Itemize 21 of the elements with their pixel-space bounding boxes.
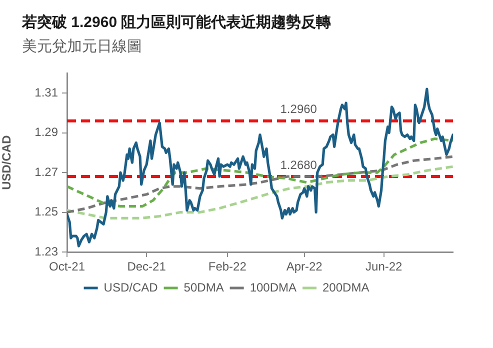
x-tick-label: Apr-22: [286, 260, 323, 274]
legend-label: 200DMA: [322, 280, 370, 294]
legend-label: USD/CAD: [104, 280, 158, 294]
line-series: [67, 155, 453, 214]
x-tick-label: Dec-21: [127, 260, 166, 274]
ref-line-label: 1.2680: [280, 158, 318, 172]
ref-line-label: 1.2960: [280, 102, 318, 116]
y-tick-label: 1.23: [34, 244, 58, 258]
chart-title: 若突破 1.2960 阻力區則可能代表近期趨勢反轉: [22, 14, 332, 32]
y-tick-label: 1.29: [34, 125, 58, 140]
legend-label: 100DMA: [250, 280, 297, 294]
y-tick-label: 1.31: [34, 85, 58, 100]
x-tick-label: Feb-22: [208, 260, 247, 274]
legend-label: 50DMA: [184, 280, 224, 294]
x-tick-label: Oct-21: [48, 260, 86, 274]
y-tick-label: 1.25: [34, 204, 58, 219]
y-axis-title: USD/CAD: [0, 134, 14, 190]
chart-subtitle: 美元兌加元日線圖: [22, 38, 142, 56]
line-series: [67, 137, 453, 208]
y-tick-label: 1.27: [34, 164, 58, 179]
x-tick-label: Jun-22: [366, 260, 403, 274]
